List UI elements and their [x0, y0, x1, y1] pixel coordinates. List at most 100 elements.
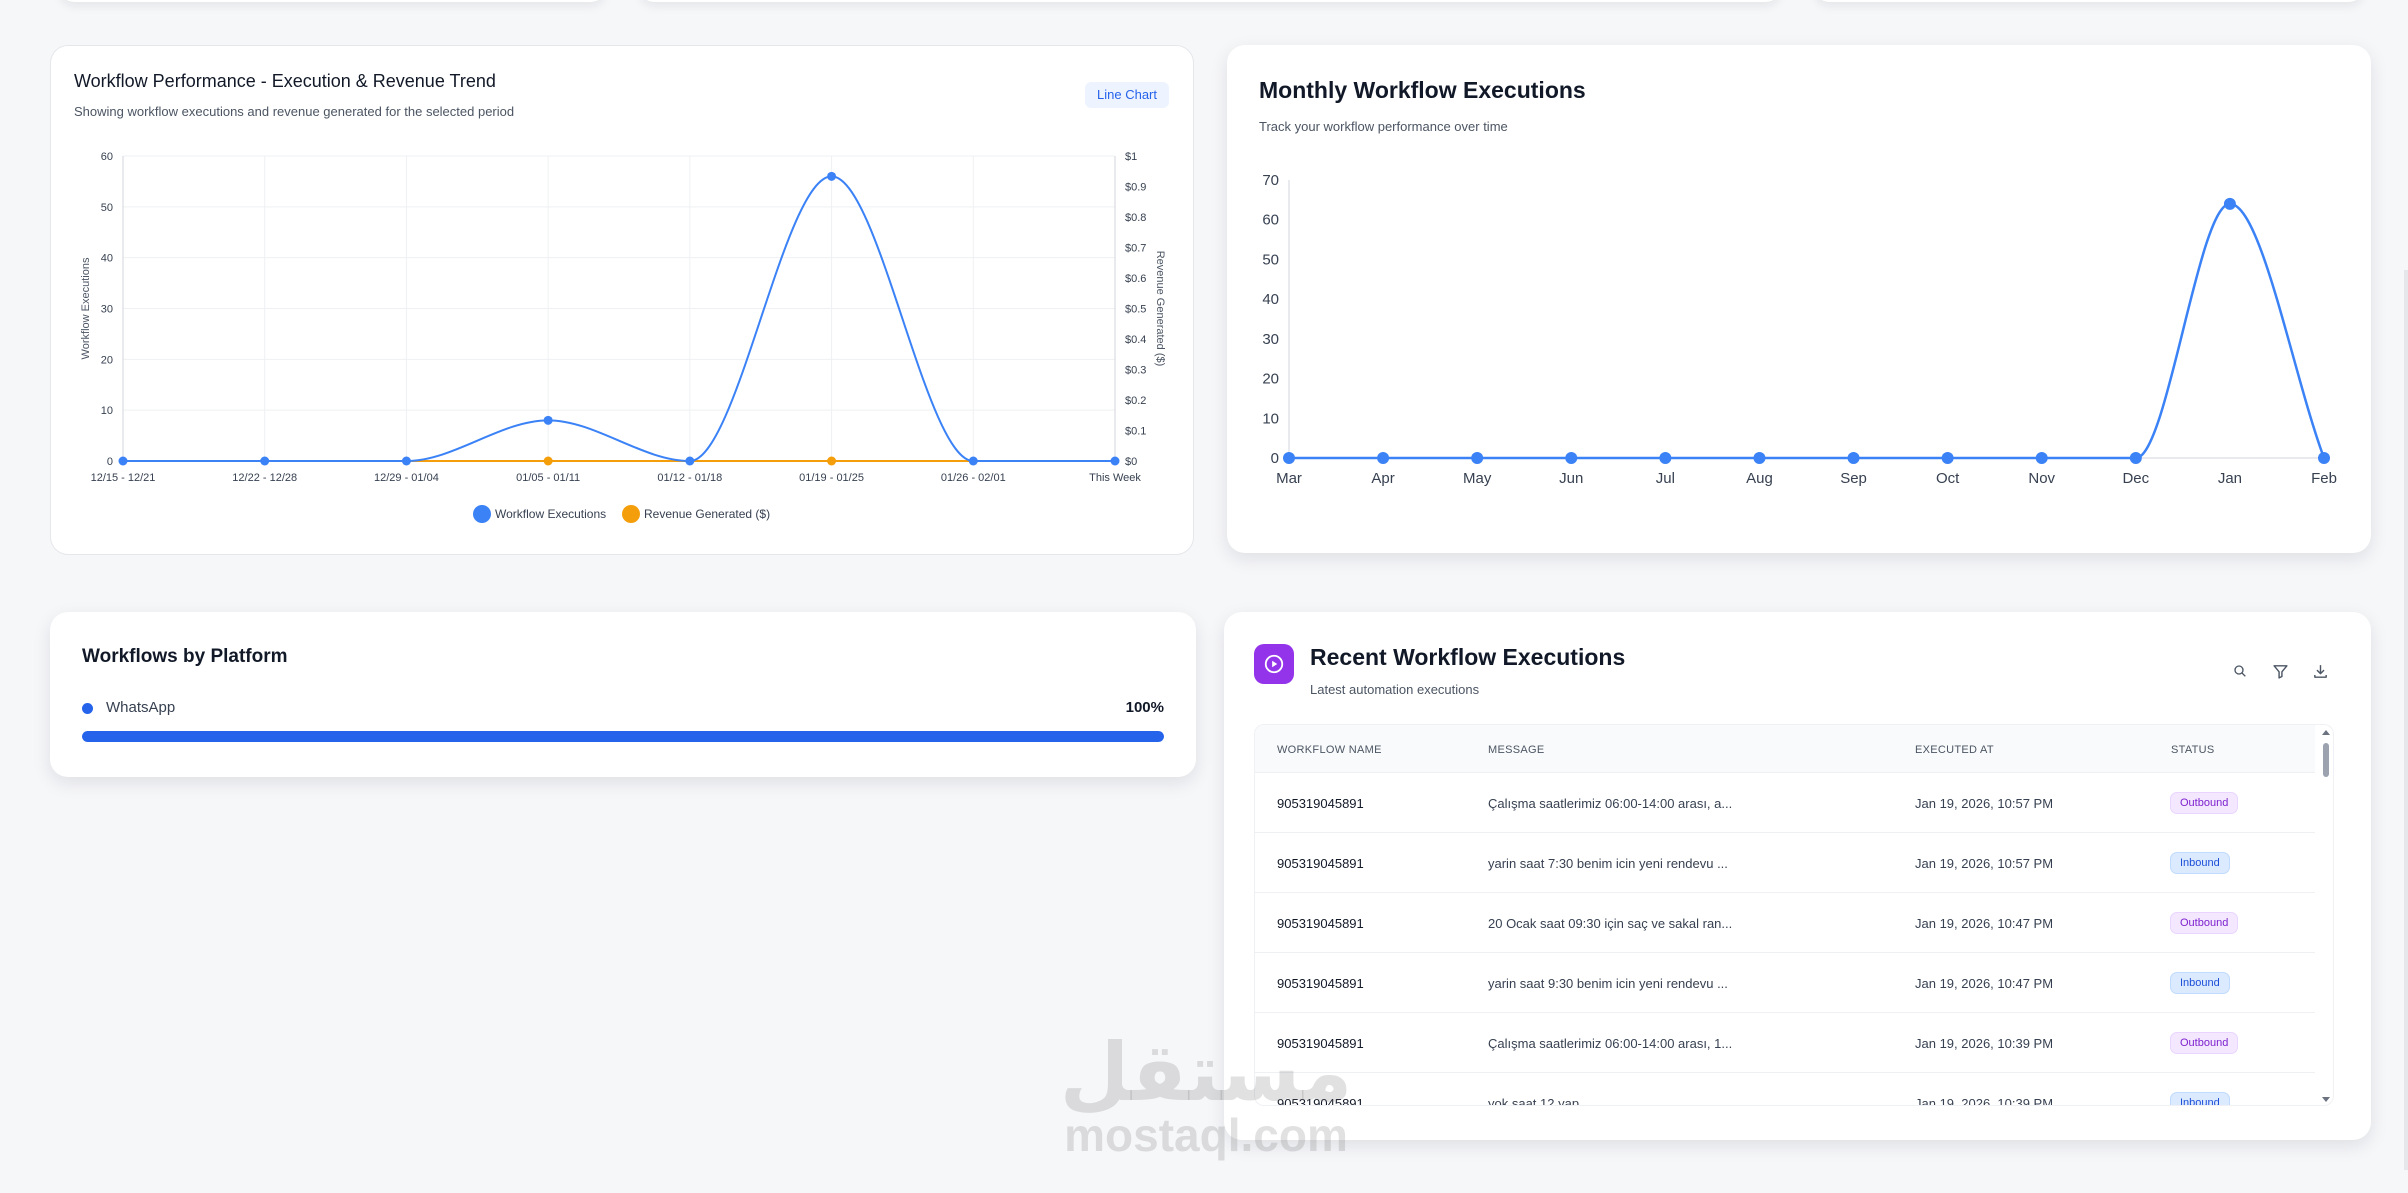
y-right-tick-label: $0 — [1125, 456, 1137, 468]
executions-point — [1283, 452, 1295, 464]
x-tick-label: Nov — [2028, 470, 2055, 487]
executions-point — [1471, 452, 1484, 464]
filter-icon[interactable] — [2271, 662, 2289, 680]
executions-point — [1659, 452, 1672, 464]
y-axis-title: Workflow Executions — [80, 257, 92, 359]
message-cell: Çalışma saatlerimiz 06:00-14:00 arası, a… — [1488, 796, 1733, 811]
platform-title: Workflows by Platform — [82, 646, 288, 667]
x-tick-label: Jun — [1559, 470, 1583, 487]
performance-title: Workflow Performance - Execution & Reven… — [74, 71, 496, 91]
y-tick-label: 20 — [101, 354, 113, 366]
executions-point — [2223, 197, 2236, 210]
executed-at-cell: Jan 19, 2026, 10:57 PM — [1915, 796, 2054, 811]
legend-swatch-executions — [473, 505, 491, 523]
y-right-tick-label: $0.3 — [1125, 365, 1146, 377]
x-tick-label: May — [1463, 470, 1492, 487]
table-scrollbar[interactable] — [2319, 725, 2333, 1105]
y-tick-label: 30 — [1262, 331, 1279, 348]
workflow-name-cell: 905319045891 — [1277, 1036, 1364, 1051]
executions-point — [1377, 452, 1390, 464]
x-tick-label: Sep — [1840, 470, 1867, 487]
message-cell: yarin saat 9:30 benim icin yeni rendevu … — [1488, 976, 1728, 991]
download-icon[interactable] — [2311, 662, 2329, 680]
y-right-tick-label: $0.4 — [1125, 334, 1146, 346]
column-header-status[interactable]: STATUS — [2171, 744, 2215, 756]
x-tick-label: 01/26 - 02/01 — [941, 472, 1006, 484]
y-tick-label: 30 — [101, 304, 113, 316]
card-stub — [1815, 0, 2363, 2]
x-tick-label: Jan — [2218, 470, 2242, 487]
y-tick-label: 0 — [107, 456, 113, 468]
status-badge: Outbound — [2170, 792, 2239, 814]
table-row[interactable]: 905319045891 yarin saat 9:30 benim icin … — [1255, 953, 2315, 1013]
column-header-executed-at[interactable]: EXECUTED AT — [1915, 744, 1994, 756]
executions-point — [543, 415, 553, 425]
x-tick-label: 12/29 - 01/04 — [374, 472, 439, 484]
y-right-tick-label: $0.7 — [1125, 243, 1146, 255]
y-tick-label: 50 — [1262, 251, 1279, 268]
executions-point — [1847, 452, 1860, 464]
play-circle-icon — [1254, 644, 1294, 684]
revenue-point — [543, 456, 553, 466]
x-tick-label: 01/19 - 01/25 — [799, 472, 864, 484]
y-tick-label: 10 — [1262, 410, 1279, 427]
y-tick-label: 10 — [101, 405, 113, 417]
performance-chart: 0 10 20 30 40 50 60 12/15 - 12/21 12/22 - 12/28 1… — [80, 151, 1166, 523]
y-right-axis-title: Revenue Generated ($) — [1154, 251, 1166, 367]
workflow-name-cell: 905319045891 — [1277, 796, 1364, 811]
y-right-tick-label: $0.9 — [1125, 182, 1146, 194]
y-right-tick-label: $1 — [1125, 151, 1137, 163]
executions-point — [1753, 452, 1766, 464]
x-tick-label: 12/15 - 12/21 — [91, 472, 156, 484]
table-row[interactable]: 905319045891 20 Ocak saat 09:30 için saç… — [1255, 893, 2315, 953]
y-tick-label: 40 — [101, 253, 113, 265]
performance-subtitle: Showing workflow executions and revenue … — [74, 104, 515, 119]
message-cell: Çalışma saatlerimiz 06:00-14:00 arası, 1… — [1488, 1036, 1733, 1051]
recent-title: Recent Workflow Executions — [1310, 644, 1626, 670]
x-tick-label: Jul — [1656, 470, 1675, 487]
monthly-subtitle: Track your workflow performance over tim… — [1259, 119, 1508, 134]
table-row[interactable]: 905319045891 Çalışma saatlerimiz 06:00-1… — [1255, 773, 2315, 833]
card-stub — [60, 0, 605, 2]
x-tick-label: Aug — [1746, 470, 1773, 487]
y-tick-label: 60 — [1262, 212, 1279, 229]
executed-at-cell: Jan 19, 2026, 10:47 PM — [1915, 916, 2054, 931]
y-tick-label: 60 — [101, 151, 113, 163]
y-right-tick-label: $0.2 — [1125, 395, 1146, 407]
executions-point — [968, 456, 978, 466]
executions-point — [1110, 456, 1120, 466]
performance-card: Workflow Performance - Execution & Reven… — [50, 45, 1194, 555]
x-tick-label: Oct — [1936, 470, 1960, 487]
legend-swatch-revenue — [622, 505, 640, 523]
workflow-name-cell: 905319045891 — [1277, 1096, 1364, 1106]
chart-type-button[interactable]: Line Chart — [1085, 82, 1169, 108]
platform-progress-track — [82, 731, 1164, 742]
y-tick-label: 50 — [101, 202, 113, 214]
table-row[interactable]: 905319045891 yarin saat 7:30 benim icin … — [1255, 833, 2315, 893]
column-header-workflow-name[interactable]: WORKFLOW NAME — [1277, 744, 1382, 756]
legend-label-revenue: Revenue Generated ($) — [644, 507, 770, 521]
platform-card: Workflows by Platform WhatsApp 100% — [50, 612, 1196, 777]
executions-point — [118, 456, 128, 466]
recent-executions-card: Recent Workflow Executions Latest automa… — [1224, 612, 2371, 1140]
search-icon[interactable] — [2231, 662, 2249, 680]
executions-point — [2318, 452, 2330, 464]
executions-point — [827, 171, 837, 181]
x-tick-label: 12/22 - 12/28 — [232, 472, 297, 484]
recent-subtitle: Latest automation executions — [1310, 682, 1480, 697]
y-right-tick-label: $0.8 — [1125, 212, 1146, 224]
column-header-message[interactable]: MESSAGE — [1488, 744, 1545, 756]
table-row[interactable]: 905319045891 Çalışma saatlerimiz 06:00-1… — [1255, 1013, 2315, 1073]
monthly-title: Monthly Workflow Executions — [1259, 77, 1586, 103]
x-tick-label: 01/05 - 01/11 — [516, 472, 580, 484]
y-tick-label: 20 — [1262, 371, 1279, 388]
y-tick-label: 0 — [1271, 450, 1279, 467]
platform-dot — [82, 703, 93, 714]
x-tick-label: Feb — [2311, 470, 2337, 487]
table-row[interactable]: 905319045891 yok saat 12 yap Jan 19, 202… — [1255, 1073, 2315, 1106]
card-stub — [640, 0, 1780, 2]
executions-point — [2129, 452, 2142, 464]
y-right-tick-label: $0.6 — [1125, 273, 1146, 285]
message-cell: yarin saat 7:30 benim icin yeni rendevu … — [1488, 856, 1728, 871]
executions-table: WORKFLOW NAME MESSAGE EXECUTED AT STATUS… — [1254, 724, 2334, 1106]
